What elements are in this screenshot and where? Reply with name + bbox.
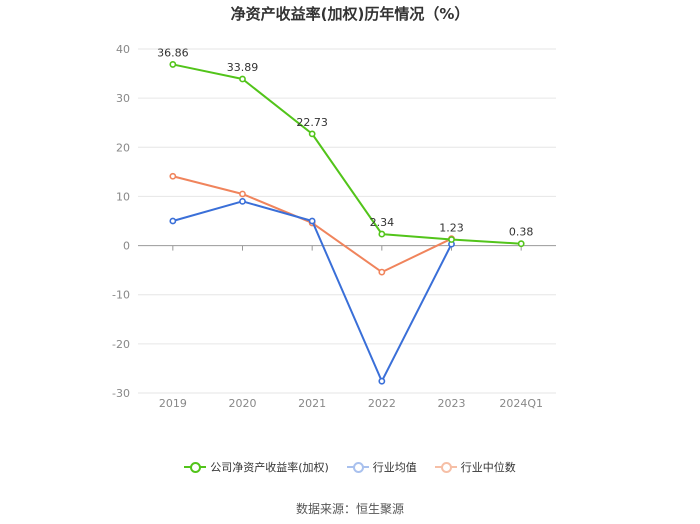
data-point [378, 230, 386, 238]
series-lines [169, 61, 525, 385]
grid-lines [138, 48, 556, 394]
data-point [239, 190, 246, 198]
x-tick-label: 2019 [159, 397, 187, 410]
data-point [239, 75, 246, 83]
data-point [378, 377, 386, 385]
chart-title: 净资产收益率(加权)历年情况（%） [230, 5, 470, 23]
y-tick-label: 20 [116, 141, 130, 154]
legend: 公司净资产收益率(加权) 行业均值 行业中位数 [0, 459, 700, 475]
data-point [378, 268, 386, 276]
legend-label-industry-mean: 行业均值 [372, 461, 417, 474]
data-label: 0.38 [509, 226, 534, 239]
data-source: 数据来源：恒生聚源 [295, 502, 404, 516]
data-point [169, 217, 177, 225]
legend-label-company: 公司净资产收益率(加权) [210, 461, 329, 474]
data-label: 36.86 [157, 46, 189, 59]
data-point [308, 130, 316, 138]
legend-item-company[interactable]: 公司净资产收益率(加权) [184, 459, 329, 475]
data-point [239, 197, 246, 205]
x-tick-label: 2022 [368, 397, 396, 410]
data-label: 22.73 [296, 116, 328, 129]
legend-swatch-company [184, 461, 207, 473]
y-tick-label: 10 [116, 190, 130, 203]
legend-label-industry-median: 行业中位数 [460, 461, 516, 474]
data-point [169, 61, 177, 68]
data-labels: 36.86 33.89 22.73 2.34 1.23 0.38 [157, 46, 533, 238]
y-tick-label: -10 [112, 289, 130, 302]
data-label: 33.89 [227, 61, 259, 74]
legend-item-industry-mean[interactable]: 行业均值 [346, 459, 417, 475]
y-tick-label: 0 [123, 240, 130, 253]
data-point [169, 172, 177, 180]
x-tick-label: 2024Q1 [499, 397, 543, 410]
y-tick-label: 30 [116, 92, 130, 105]
data-point [308, 217, 316, 225]
series-line-1 [172, 200, 453, 383]
x-tick-label: 2023 [438, 397, 466, 410]
data-point [448, 236, 455, 243]
x-tick-label: 2020 [229, 397, 257, 410]
x-tick-label: 2021 [298, 397, 326, 410]
data-point [517, 240, 525, 248]
data-label: 2.34 [370, 216, 395, 229]
axes: -30 -20 -10 0 10 20 30 40 2019 2020 2021 2022 2023 20… [112, 43, 556, 410]
series-line-0 [172, 63, 522, 245]
legend-item-industry-median[interactable]: 行业中位数 [434, 459, 516, 475]
legend-swatch-industry-mean [346, 461, 369, 473]
data-label: 1.23 [439, 222, 464, 235]
y-tick-label: -30 [112, 387, 130, 400]
y-tick-label: -20 [112, 338, 130, 351]
y-tick-label: 40 [116, 43, 130, 56]
legend-swatch-industry-median [434, 461, 457, 473]
